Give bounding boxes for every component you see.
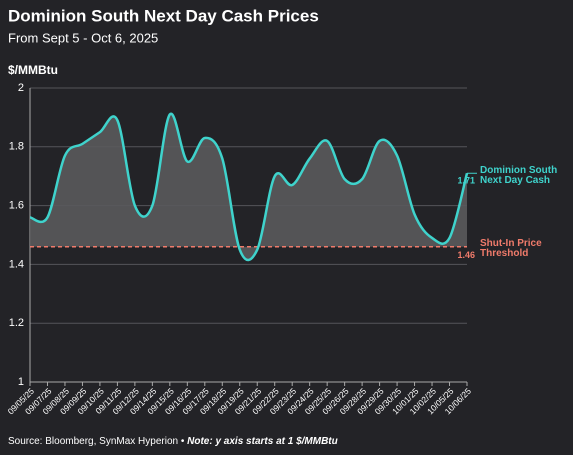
note: Note: y axis starts at 1 $/MMBtu: [187, 436, 338, 447]
chart-subtitle: From Sept 5 - Oct 6, 2025: [8, 30, 158, 45]
y-tick-label: 1: [18, 376, 24, 388]
area-fill: [30, 113, 467, 261]
series-label: Dominion South Next Day Cash: [480, 165, 558, 186]
source: Source: Bloomberg, SynMax Hyperion • Not…: [8, 436, 338, 447]
source-text: Source: Bloomberg, SynMax Hyperion •: [8, 436, 185, 447]
y-tick-label: 1.8: [9, 141, 24, 153]
y-tick-label: 2: [18, 82, 24, 94]
y-tick-label: 1.2: [9, 317, 24, 329]
threshold-value-label: 1.46: [457, 250, 475, 260]
series-line: [29, 112, 469, 262]
end-value-label: 1.71: [457, 176, 475, 186]
y-tick-label: 1.4: [9, 258, 24, 270]
y-axis-label: $/MMBtu: [8, 63, 58, 77]
threshold-label: Shut-In Price Threshold: [480, 238, 542, 259]
y-tick-label: 1.6: [9, 200, 24, 212]
chart-title: Dominion South Next Day Cash Prices: [8, 6, 319, 25]
